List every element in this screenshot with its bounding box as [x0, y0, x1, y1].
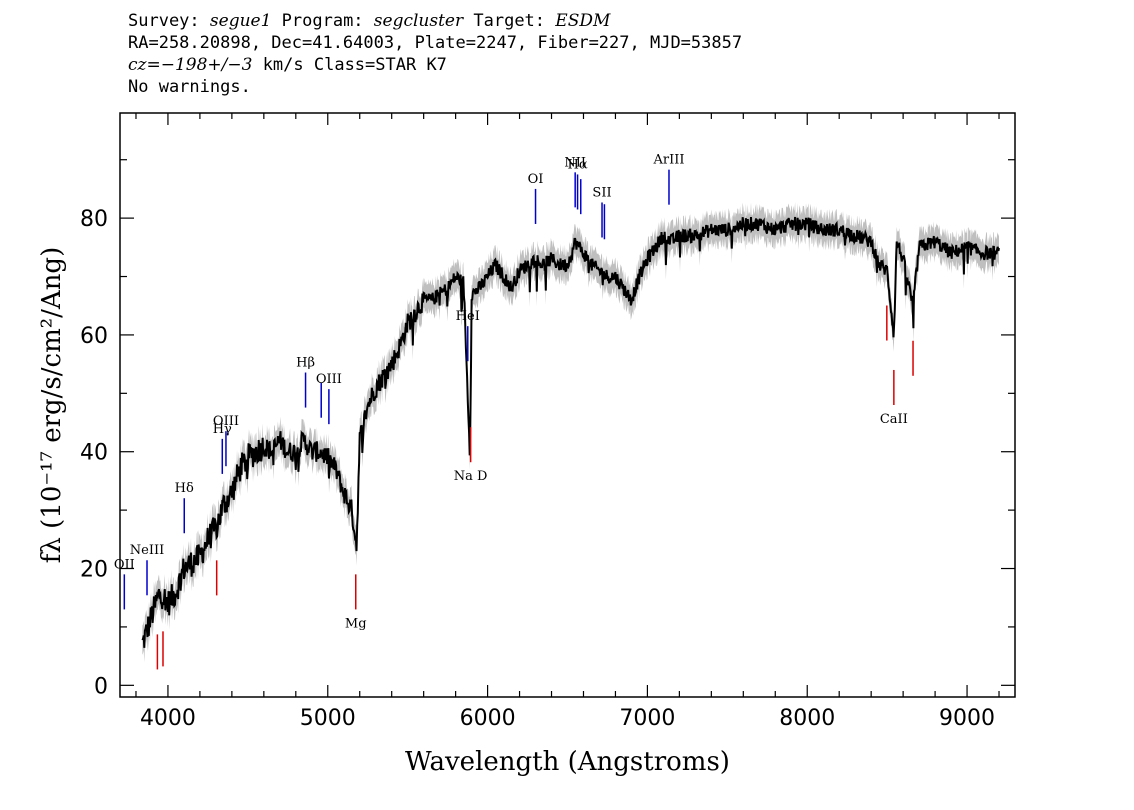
header-line-survey: Survey: segue1 Program: segcluster Targe… — [128, 10, 742, 32]
x-tick-label: 4000 — [140, 706, 196, 731]
absorption-label-CaII8542: CaII — [880, 412, 908, 427]
line-markers-layer: OIINeIIIHδHγOIIIHβOIIIHeIOINIIHαSIIArIII… — [114, 153, 914, 670]
class-value: km/s Class=STAR K7 — [252, 55, 447, 75]
x-tick-label: 8000 — [779, 706, 835, 731]
spectrum-layer — [141, 216, 1000, 648]
plot-frame — [119, 112, 1016, 698]
spectrum-line — [141, 216, 1000, 648]
error-band — [142, 202, 999, 663]
emission-label-NeIII: NeIII — [130, 543, 164, 558]
emission-label-Halpha: Hα — [568, 157, 588, 172]
error-band-layer — [142, 202, 999, 663]
header-line-redshift: cz=−198+/−3 km/s Class=STAR K7 — [128, 54, 742, 76]
emission-label-OIII5007: OIII — [316, 372, 342, 387]
y-tick-label: 40 — [80, 441, 108, 466]
emission-label-SII6716: SII — [592, 185, 611, 200]
program-value: segcluster — [373, 11, 464, 31]
emission-label-NII6548: NII — [564, 155, 586, 170]
x-tick-label: 6000 — [460, 706, 516, 731]
x-axis-title: Wavelength (Angstroms) — [405, 747, 730, 777]
y-tick-label: 80 — [80, 207, 108, 232]
cz-value: cz=−198+/−3 — [128, 55, 253, 75]
header-line-coordinates: RA=258.20898, Dec=41.64003, Plate=2247, … — [128, 33, 743, 53]
spectrum-header: Survey: segue1 Program: segcluster Targe… — [128, 10, 742, 98]
emission-label-HeI: HeI — [456, 309, 480, 324]
header-line-warnings: No warnings. — [128, 77, 251, 97]
emission-label-Hdelta: Hδ — [175, 481, 194, 496]
emission-label-OI: OI — [528, 172, 544, 187]
target-value: ESDM — [555, 11, 611, 31]
y-tick-label: 0 — [94, 674, 108, 699]
y-tick-label: 20 — [80, 558, 108, 583]
target-label: Target: — [473, 11, 546, 31]
emission-label-OIII4363: OIII — [213, 414, 239, 429]
x-tick-label: 5000 — [300, 706, 356, 731]
x-tick-label: 9000 — [939, 706, 995, 731]
axis-ticks-layer: 4000 5000 6000 7000 8000 9000 0 20 40 60 80 — [80, 113, 1015, 731]
emission-label-ArIII: ArIII — [652, 153, 684, 168]
y-axis-title: fλ (10⁻¹⁷ erg/s/cm²/Ang) — [37, 247, 67, 563]
y-tick-label: 60 — [80, 324, 108, 349]
absorption-label-NaD: Na D — [454, 469, 488, 484]
absorption-label-Mg: Mg — [345, 616, 367, 631]
survey-label: Survey: — [128, 11, 200, 31]
emission-label-Hbeta: Hβ — [296, 356, 315, 371]
survey-value: segue1 — [209, 11, 272, 31]
emission-label-Hgamma: Hγ — [213, 422, 232, 437]
program-label: Program: — [281, 11, 364, 31]
emission-label-OII: OII — [114, 557, 135, 572]
x-tick-label: 7000 — [619, 706, 675, 731]
